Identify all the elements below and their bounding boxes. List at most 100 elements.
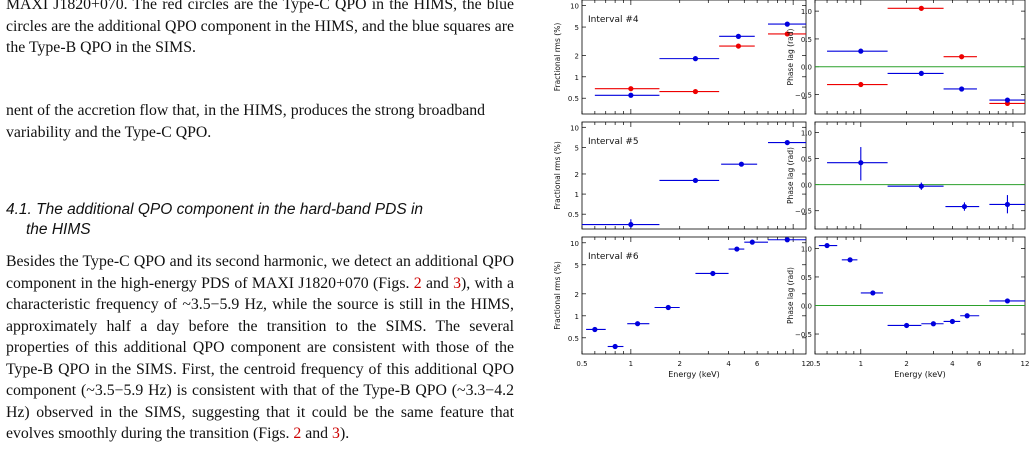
panel-4-ytick-label: −0.5	[795, 208, 812, 216]
panel-5-ylabel: Fractional rms (%)	[553, 261, 562, 330]
panel-5-ytick-label: 0.5	[568, 335, 579, 343]
panel-3-ytick-label: 2	[575, 171, 579, 179]
panel-2-ytick-label: 1.0	[801, 8, 812, 16]
panel-5-xtick-label: 12	[802, 360, 811, 368]
heading-line-1: 4.1. The additional QPO component in the…	[6, 201, 424, 218]
panel-1-annotation: Interval #4	[588, 15, 639, 25]
panel-1-ytick-label: 1	[575, 74, 579, 82]
panel-6-blue-point	[847, 257, 853, 263]
panel-1-red-point	[784, 31, 790, 37]
panel-4-ytick-label: 1.0	[801, 129, 812, 137]
panel-1-ytick-label: 2	[575, 52, 579, 60]
panel-1-blue-point	[628, 92, 634, 98]
body-text-a: Besides the Type-C QPO and its second ha…	[6, 253, 514, 292]
panel-4-ytick-label: 0.5	[801, 156, 812, 164]
panel-4-frame	[814, 121, 1026, 230]
panel-6-frame	[814, 236, 1026, 355]
panel-2-frame	[814, 0, 1026, 115]
section-heading: 4.1. The additional QPO component in the…	[6, 200, 514, 240]
panel-2-ytick-label: 0.5	[801, 36, 812, 44]
panel-5-xtick-label: 0.5	[576, 360, 587, 368]
body-paragraph: Besides the Type-C QPO and its second ha…	[6, 251, 514, 445]
panel-5-ytick-label: 5	[575, 262, 579, 270]
panel-4-blue-point	[961, 203, 968, 210]
panel-6-blue-point	[964, 313, 970, 319]
fig-2-link[interactable]: 2	[413, 274, 422, 292]
panel-6-blue-point	[870, 290, 876, 296]
panel-2-ytick-label: 0.0	[801, 64, 812, 72]
panel-5-xtick-label: 6	[755, 360, 760, 368]
figure-caption-fragment: MAXI J1820+070. The red circles are the …	[6, 0, 514, 59]
panel-1-red-point	[735, 43, 742, 49]
panel-5-annotation: Interval #6	[588, 252, 639, 262]
panel-3-ytick-label: 10	[570, 124, 579, 132]
panel-1-blue-point	[784, 21, 790, 27]
panel-1-blue-point	[692, 56, 699, 62]
body-text-b: ), with a characteristic frequency of ~3…	[6, 274, 514, 443]
panel-6-xtick-label: 0.5	[809, 360, 820, 368]
fig-3-link[interactable]: 3	[453, 274, 462, 292]
panel-3-frame	[581, 121, 807, 230]
panel-1-red-point	[628, 86, 634, 92]
body-text-c: ).	[339, 425, 350, 442]
panel-6-blue-point	[904, 322, 910, 329]
panel-3-annotation: Interval #5	[588, 137, 639, 147]
panel-3-blue-point	[692, 177, 699, 184]
panel-6-blue-point	[930, 321, 936, 327]
panel-1-blue-point	[735, 33, 742, 39]
panel-5-blue-point	[734, 246, 740, 252]
panel-6-blue-point	[949, 318, 956, 325]
panel-2-red-point	[918, 5, 924, 11]
panel-2-red-point	[959, 54, 965, 60]
paragraph-end: nent of the accretion flow that, in the …	[6, 100, 514, 143]
caption-text: MAXI J1820+070. The red circles are the …	[6, 0, 514, 56]
panel-3-ytick-label: 5	[575, 144, 579, 152]
panel-3-ytick-label: 0.5	[568, 211, 579, 219]
text-column: MAXI J1820+070. The red circles are the …	[6, 0, 514, 445]
panel-6-ytick-label: −0.5	[795, 331, 812, 339]
panel-6-ytick-label: 0.5	[801, 274, 812, 282]
panel-1-ylabel: Fractional rms (%)	[553, 23, 562, 92]
panel-5-blue-point	[749, 239, 755, 245]
panel-2-ytick-label: −0.5	[795, 92, 812, 100]
panel-1-ytick-label: 10	[570, 3, 579, 11]
panel-5-ytick-label: 2	[575, 291, 579, 299]
panel-2-red-point	[858, 81, 864, 88]
panel-2-blue-point	[858, 48, 864, 54]
panel-6-ylabel: Phase lag (rad)	[786, 267, 795, 324]
panel-3-ylabel: Fractional rms (%)	[553, 141, 562, 210]
fig-2-link-b[interactable]: 2	[293, 425, 302, 442]
panel-4-ylabel: Phase lag (rad)	[786, 147, 795, 204]
panel-6-xtick-label: 6	[977, 360, 982, 368]
panel-4-blue-point	[918, 183, 924, 189]
panel-6-ytick-label: 0.0	[801, 302, 812, 310]
panel-6-xtick-label: 2	[904, 360, 908, 368]
fig-3-link-b[interactable]: 3	[332, 425, 340, 442]
panel-4-blue-point	[1004, 201, 1011, 208]
panel-5-xtick-label: 4	[726, 360, 731, 368]
panel-4-ytick-label: 0.0	[801, 182, 812, 190]
paragraph-end-text: nent of the accretion flow that, in the …	[6, 102, 486, 141]
panel-3-blue-point	[784, 139, 790, 146]
panel-1-red-point	[692, 88, 699, 95]
panel-2-blue-point	[959, 86, 965, 92]
panel-2-ylabel: Phase lag (rad)	[786, 28, 795, 85]
body-text-and: and	[421, 274, 454, 292]
panel-3-blue-point	[628, 221, 634, 228]
panel-6-xtick-label: 12	[1021, 360, 1030, 368]
panel-5-xlabel: Energy (keV)	[668, 370, 720, 379]
panel-3-ytick-label: 1	[575, 191, 579, 199]
panel-5-blue-point	[784, 237, 790, 243]
panel-5-ytick-label: 1	[575, 313, 579, 321]
panel-5-ytick-label: 10	[570, 240, 579, 248]
panel-5-xtick-label: 1	[629, 360, 633, 368]
body-text-and-b: and	[301, 425, 333, 442]
panel-6-ytick-label: 1.0	[801, 245, 812, 253]
panel-1-frame	[581, 0, 807, 115]
panel-3-blue-point	[738, 161, 745, 167]
panel-5-blue-point	[612, 343, 618, 350]
panel-6-blue-point	[824, 242, 830, 249]
panel-6-blue-point	[1004, 298, 1011, 304]
panel-6-xtick-label: 1	[859, 360, 863, 368]
